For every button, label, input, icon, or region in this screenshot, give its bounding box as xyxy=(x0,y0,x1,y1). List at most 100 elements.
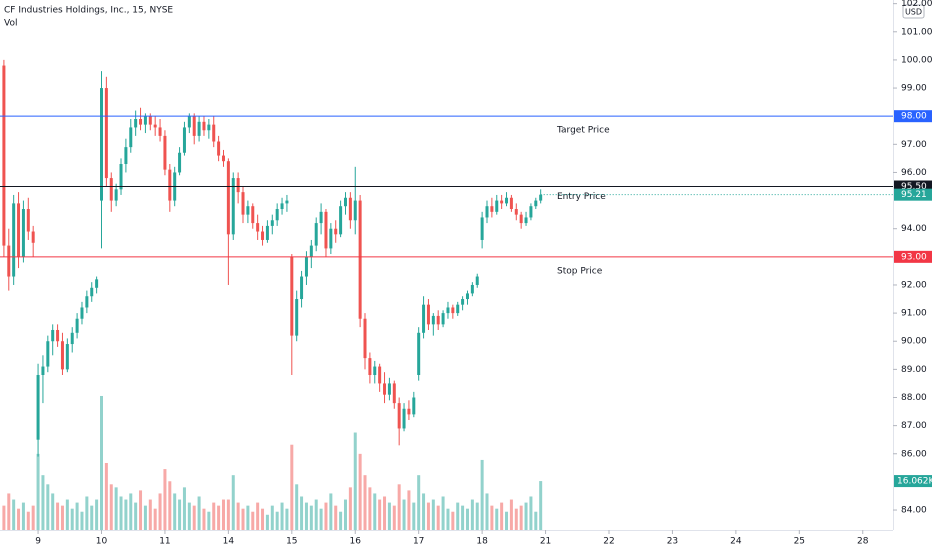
candle-body xyxy=(519,214,523,224)
volume-bar xyxy=(451,511,455,530)
last-price-label: 95.21 xyxy=(901,190,927,200)
volume-bar xyxy=(534,511,538,530)
volume-bar xyxy=(397,484,401,530)
candle-body xyxy=(187,116,191,128)
candle-body xyxy=(319,211,323,224)
volume-bar xyxy=(124,499,128,530)
volume-bar xyxy=(519,505,523,530)
volume-bar xyxy=(80,511,84,530)
volume-bar xyxy=(192,505,196,530)
volume-bar xyxy=(70,508,74,530)
candle-body xyxy=(212,124,216,142)
candle-body xyxy=(358,200,362,319)
candle-body xyxy=(26,209,30,232)
candle-body xyxy=(441,313,445,325)
volume-bar xyxy=(324,502,328,530)
volume-bar xyxy=(129,493,133,530)
volume-bar xyxy=(373,493,377,530)
volume-bar xyxy=(436,505,440,530)
candle-body xyxy=(104,88,108,179)
candle-body xyxy=(114,189,118,201)
volume-bar xyxy=(7,493,11,530)
candle-body xyxy=(119,164,123,190)
level-label: 93.00 xyxy=(901,252,927,262)
candle-body xyxy=(148,116,152,125)
candle-body xyxy=(265,225,269,240)
candle-body xyxy=(348,197,352,221)
volume-bar xyxy=(300,496,304,530)
volume-bar xyxy=(75,502,79,530)
volume-bar xyxy=(524,502,528,530)
volume-bar xyxy=(197,496,201,530)
candle-body xyxy=(168,169,172,201)
volume-bar xyxy=(173,493,177,530)
volume-bar xyxy=(202,508,206,530)
candle-body xyxy=(51,329,55,342)
volume-bar xyxy=(246,505,250,530)
volume-bar xyxy=(500,502,504,530)
candle-body xyxy=(534,200,538,207)
candle-body xyxy=(143,116,147,125)
candle-body xyxy=(85,296,89,308)
candle-body xyxy=(426,304,430,325)
volume-bar xyxy=(417,475,421,530)
volume-bar xyxy=(178,499,182,530)
candle-body xyxy=(163,135,167,170)
candle-body xyxy=(275,209,279,221)
candle-body xyxy=(431,315,435,325)
y-tick-label: 92.00 xyxy=(901,280,927,290)
volume-bar xyxy=(163,469,167,530)
candle-body xyxy=(251,206,255,224)
chart-title: CF Industries Holdings, Inc., 15, NYSE xyxy=(4,6,173,16)
level-name: Entry Price xyxy=(557,192,606,202)
x-tick-label: 10 xyxy=(96,537,108,547)
y-tick-label: 90.00 xyxy=(901,337,927,347)
candle-body xyxy=(383,383,387,395)
volume-bar xyxy=(212,502,216,530)
x-tick-label: 21 xyxy=(540,537,551,547)
volume-bar xyxy=(480,459,484,530)
volume-bar xyxy=(90,505,94,530)
y-tick-label: 91.00 xyxy=(901,309,927,319)
volume-bar xyxy=(475,502,479,530)
volume-bar xyxy=(168,481,172,530)
volume-bar xyxy=(187,502,191,530)
candle-body xyxy=(436,315,440,325)
candle-body xyxy=(392,383,396,404)
volume-bar xyxy=(314,499,318,530)
candle-body xyxy=(505,197,509,204)
volume-bar xyxy=(387,502,391,530)
level-label: 98.00 xyxy=(901,112,927,122)
y-tick-label: 89.00 xyxy=(901,365,927,375)
candle-body xyxy=(134,118,138,128)
candle-body xyxy=(207,124,211,131)
volume-bar xyxy=(363,475,367,530)
volume-bar xyxy=(505,511,509,530)
candle-body xyxy=(373,366,377,375)
candle-body xyxy=(56,329,60,342)
x-tick-label: 14 xyxy=(223,537,235,547)
candle-body xyxy=(304,256,308,277)
x-tick-label: 23 xyxy=(667,537,678,547)
candle-body xyxy=(2,65,6,246)
candle-body xyxy=(256,223,260,232)
candle-body xyxy=(300,276,304,300)
candle-body xyxy=(461,299,465,305)
last-volume-badge xyxy=(894,475,932,488)
volume-bar xyxy=(21,502,25,530)
volume-bar xyxy=(280,502,284,530)
y-tick-label: 86.00 xyxy=(901,449,927,459)
volume-bar xyxy=(368,487,372,530)
candle-body xyxy=(95,279,99,288)
volume-bar xyxy=(109,484,113,530)
y-tick-label: 99.00 xyxy=(901,84,927,94)
candle-body xyxy=(368,358,372,375)
volume-bar xyxy=(65,499,69,530)
candle-body xyxy=(261,231,265,240)
candle-body xyxy=(343,197,347,207)
volume-bar xyxy=(465,508,469,530)
currency-badge[interactable] xyxy=(902,4,925,19)
x-tick-label: 17 xyxy=(413,537,424,547)
candle-body xyxy=(124,147,128,165)
